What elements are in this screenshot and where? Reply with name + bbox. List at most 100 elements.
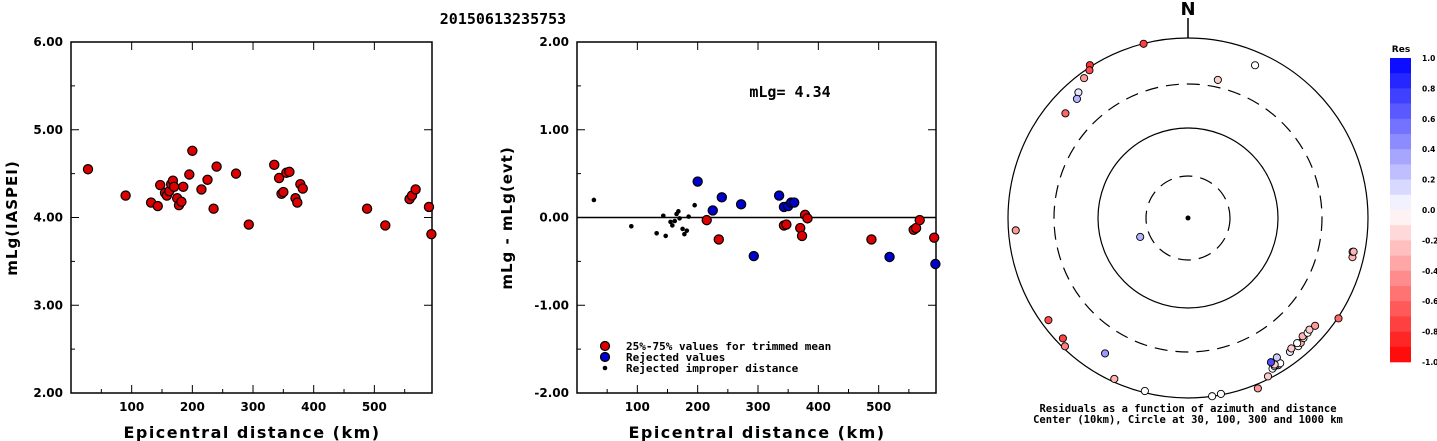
colorbar-cell <box>1390 73 1411 89</box>
polar-ring-30km <box>1145 175 1231 261</box>
polar-point <box>1110 374 1119 383</box>
polar-ring-100km <box>1097 127 1279 309</box>
plot1-point <box>269 159 280 171</box>
polar-caption-line2: Center (10km), Circle at 30, 100, 300 an… <box>1033 414 1343 426</box>
polar-point <box>1349 247 1358 256</box>
plot1-xtick-label: 100 <box>119 400 144 414</box>
plot2-point <box>707 205 718 216</box>
plot1-point <box>273 172 285 184</box>
colorbar-cell <box>1390 210 1411 226</box>
plot1-point <box>82 164 94 175</box>
polar-point <box>1140 386 1149 396</box>
plot2-point <box>713 234 724 245</box>
colorbar-cell <box>1390 88 1411 104</box>
polar-point <box>1044 316 1053 325</box>
plot2-point-improper <box>684 228 690 233</box>
polar-ring-300km <box>1053 83 1323 353</box>
plot2-point-improper <box>680 226 685 232</box>
plot1-point <box>297 183 308 194</box>
plot2-point <box>802 213 813 224</box>
plot2-xtick-label: 100 <box>625 400 650 414</box>
plot2-point-improper <box>663 233 668 239</box>
plot1-point <box>284 166 295 178</box>
plot1-point <box>423 201 435 213</box>
polar-point <box>1208 392 1217 401</box>
polar-point <box>1287 344 1296 353</box>
colorbar-tick-label: -0.2 <box>1422 236 1437 245</box>
colorbar-cell <box>1390 103 1411 120</box>
colorbar-cell <box>1390 270 1411 287</box>
plot2-point <box>773 190 785 201</box>
polar-point <box>1266 358 1275 367</box>
plot2-point <box>716 192 728 203</box>
colorbar-tick-label: 0.6 <box>1422 115 1435 124</box>
polar-point <box>1058 334 1067 343</box>
plot1-point <box>178 181 189 192</box>
plot2-ytick-label: 1.00 <box>539 123 569 137</box>
plot2-point-improper <box>670 223 675 228</box>
plot1-ytick-label: 2.00 <box>33 386 63 400</box>
legend-label: Rejected values <box>626 351 725 364</box>
colorbar-tick-label: 0.2 <box>1422 176 1435 185</box>
plot1-ylabel: mLg(IASPEI) <box>3 160 21 275</box>
colorbar-tick-label: 1.0 <box>1422 54 1435 63</box>
plot1-axes: 100 200 300 400 500 2.00 3.00 4.00 5.00 6.00 <box>33 35 432 414</box>
colorbar-cells <box>1390 58 1411 363</box>
colorbar-cell <box>1390 346 1411 363</box>
plot2-point <box>701 214 712 226</box>
plot2-point <box>928 232 940 243</box>
plot1-point <box>184 169 195 180</box>
plot1-point <box>202 174 213 185</box>
plot1-point <box>211 161 222 172</box>
colorbar-tick-label: 0.0 <box>1422 206 1435 215</box>
plot2-xtick-label: 400 <box>806 400 831 414</box>
plot1-point <box>196 184 207 195</box>
legend-label: Rejected improper distance <box>626 362 799 375</box>
polar-point <box>1213 75 1222 84</box>
plot2-point-improper <box>591 197 597 203</box>
colorbar-cell <box>1390 118 1411 135</box>
plot2-point-improper <box>660 213 666 219</box>
colorbar-cell <box>1390 286 1411 302</box>
colorbar-cell <box>1390 134 1411 150</box>
colorbar-cell <box>1390 331 1411 348</box>
residual-colorbar: Res 1.0 0.8 0.6 0.4 0.2 0.0 -0.2 -0.4 -0.6 -0.8 -1… <box>1390 45 1437 367</box>
plot2-point-improper <box>676 209 681 214</box>
event-title: 20150613235753 <box>440 10 566 28</box>
polar-point <box>1100 349 1110 358</box>
polar-rings <box>1007 37 1369 399</box>
colorbar-ticks: 1.0 0.8 0.6 0.4 0.2 0.0 -0.2 -0.4 -0.6 -0.8 -1.0 <box>1422 54 1437 367</box>
residual-vs-distance-chart: 100 200 300 400 500 -2.00 -1.00 0.00 1.00 2.00 mL… <box>498 35 941 441</box>
polar-caption-line1: Residuals as a function of azimuth and d… <box>1039 403 1336 415</box>
magnitude-vs-distance-chart: 100 200 300 400 500 2.00 3.00 4.00 5.00 6.00 Epic… <box>3 35 437 441</box>
polar-point <box>1074 88 1083 97</box>
colorbar-cell <box>1390 164 1411 180</box>
plot2-point-improper <box>654 230 659 236</box>
plot1-point <box>120 190 131 201</box>
plot1-point <box>426 228 437 240</box>
plot2-ylabel: mLg - mLg(evt) <box>498 146 516 289</box>
colorbar-cell <box>1390 240 1411 256</box>
plot2-legend: 25%-75% values for trimmed meanRejected … <box>599 340 831 375</box>
colorbar-title: Res <box>1392 45 1410 55</box>
polar-points <box>1011 39 1358 401</box>
plot1-point <box>208 203 219 214</box>
plot1-ytick-label: 3.00 <box>33 298 63 312</box>
plot2-ytick-label: -2.00 <box>534 386 569 400</box>
polar-point <box>1305 325 1314 334</box>
colorbar-cell <box>1390 316 1411 332</box>
plot2-point-improper <box>682 231 687 237</box>
plot2-point <box>789 197 800 208</box>
plot1-point <box>168 181 180 192</box>
plot1-point <box>243 219 254 230</box>
colorbar-cell <box>1390 58 1411 74</box>
plot2-ytick-label: 0.00 <box>539 211 569 225</box>
plot1-ytick-label: 5.00 <box>33 123 63 137</box>
colorbar-tick-label: -0.6 <box>1422 297 1437 306</box>
polar-point <box>1311 321 1320 330</box>
plot2-point <box>914 214 925 226</box>
legend-marker-improper <box>602 365 608 371</box>
colorbar-tick-label: -1.0 <box>1422 358 1437 367</box>
polar-point <box>1253 384 1262 393</box>
colorbar-tick-label: -0.4 <box>1422 267 1437 276</box>
